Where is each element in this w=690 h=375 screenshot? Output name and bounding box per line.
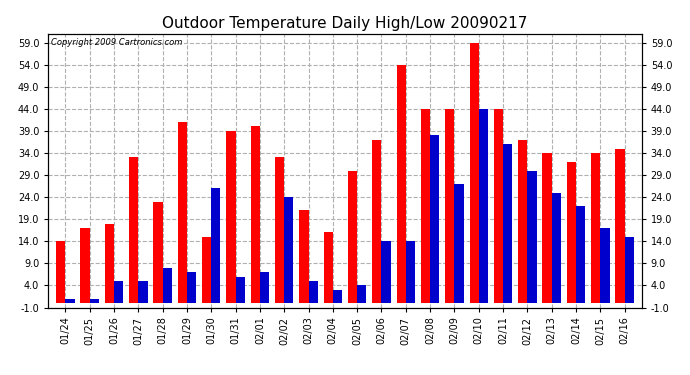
- Bar: [56, 241, 66, 303]
- Bar: [324, 232, 333, 303]
- Bar: [235, 277, 245, 303]
- Bar: [479, 109, 488, 303]
- Bar: [138, 281, 148, 303]
- Bar: [397, 64, 406, 303]
- Bar: [445, 109, 455, 303]
- Bar: [566, 162, 576, 303]
- Bar: [187, 272, 196, 303]
- Bar: [357, 285, 366, 303]
- Bar: [552, 193, 561, 303]
- Bar: [421, 109, 430, 303]
- Bar: [211, 188, 221, 303]
- Bar: [81, 228, 90, 303]
- Bar: [494, 109, 503, 303]
- Bar: [348, 171, 357, 303]
- Bar: [518, 140, 527, 303]
- Text: Copyright 2009 Cartronics.com: Copyright 2009 Cartronics.com: [51, 38, 183, 47]
- Bar: [178, 122, 187, 303]
- Bar: [202, 237, 211, 303]
- Bar: [615, 148, 624, 303]
- Bar: [542, 153, 552, 303]
- Bar: [114, 281, 124, 303]
- Bar: [430, 135, 440, 303]
- Bar: [469, 43, 479, 303]
- Bar: [503, 144, 512, 303]
- Bar: [226, 131, 235, 303]
- Bar: [299, 210, 308, 303]
- Bar: [90, 298, 99, 303]
- Bar: [600, 228, 609, 303]
- Bar: [308, 281, 318, 303]
- Bar: [105, 224, 114, 303]
- Bar: [333, 290, 342, 303]
- Bar: [250, 126, 260, 303]
- Bar: [527, 171, 537, 303]
- Bar: [129, 158, 138, 303]
- Bar: [372, 140, 382, 303]
- Bar: [275, 158, 284, 303]
- Bar: [66, 298, 75, 303]
- Bar: [455, 184, 464, 303]
- Bar: [576, 206, 585, 303]
- Bar: [260, 272, 269, 303]
- Bar: [163, 268, 172, 303]
- Bar: [284, 197, 293, 303]
- Bar: [153, 201, 163, 303]
- Title: Outdoor Temperature Daily High/Low 20090217: Outdoor Temperature Daily High/Low 20090…: [162, 16, 528, 31]
- Bar: [624, 237, 634, 303]
- Bar: [591, 153, 600, 303]
- Bar: [406, 241, 415, 303]
- Bar: [382, 241, 391, 303]
